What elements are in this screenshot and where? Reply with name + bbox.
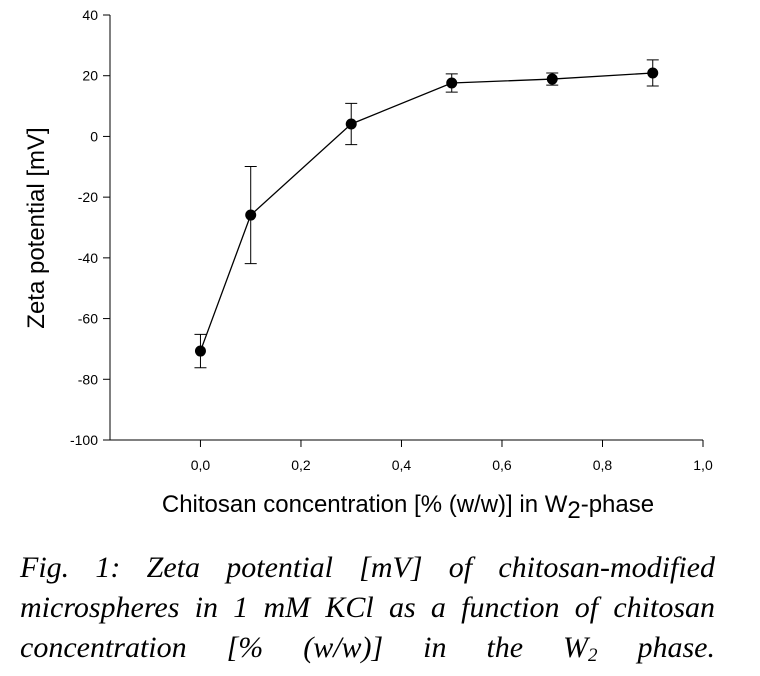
data-point <box>194 345 206 357</box>
y-tick-label: 20 <box>82 68 98 84</box>
x-tick-label: 0,0 <box>191 457 211 473</box>
data-point <box>345 118 357 130</box>
x-axis-label-part: -phase <box>581 491 654 518</box>
y-axis-label: Zeta potential [mV] <box>23 127 50 328</box>
x-tick-label: 0,6 <box>492 457 512 473</box>
y-tick-label: -80 <box>78 371 98 387</box>
x-tick-label: 1,0 <box>693 457 713 473</box>
data-point <box>647 67 659 79</box>
x-tick-label: 0,8 <box>593 457 613 473</box>
chart: Chitosan concentration [% (w/w)] in W2-p… <box>23 7 713 524</box>
data-point <box>245 209 257 221</box>
x-axis-label-part: Chitosan concentration [% (w/w)] in W <box>162 491 568 518</box>
x-axis-label: Chitosan concentration [% (w/w)] in W2-p… <box>162 491 654 524</box>
x-axis-label-sub: 2 <box>567 497 580 524</box>
y-tick-label: 40 <box>82 7 98 23</box>
caption-text: phase. <box>597 631 716 664</box>
y-tick-label: -40 <box>78 250 98 266</box>
y-tick-label: -100 <box>70 432 98 448</box>
x-tick-label: 0,4 <box>392 457 412 473</box>
y-tick-label: 0 <box>90 128 98 144</box>
caption-sub: 2 <box>588 645 598 666</box>
y-tick-label: -20 <box>78 189 98 205</box>
caption-text: Fig. 1: Zeta potential [mV] of chitosan-… <box>20 551 715 664</box>
x-tick-label: 0,2 <box>291 457 311 473</box>
figure-caption: Fig. 1: Zeta potential [mV] of chitosan-… <box>20 548 715 668</box>
data-line <box>199 72 653 352</box>
data-point <box>546 73 558 85</box>
data-point <box>446 77 458 89</box>
y-tick-label: -60 <box>78 311 98 327</box>
